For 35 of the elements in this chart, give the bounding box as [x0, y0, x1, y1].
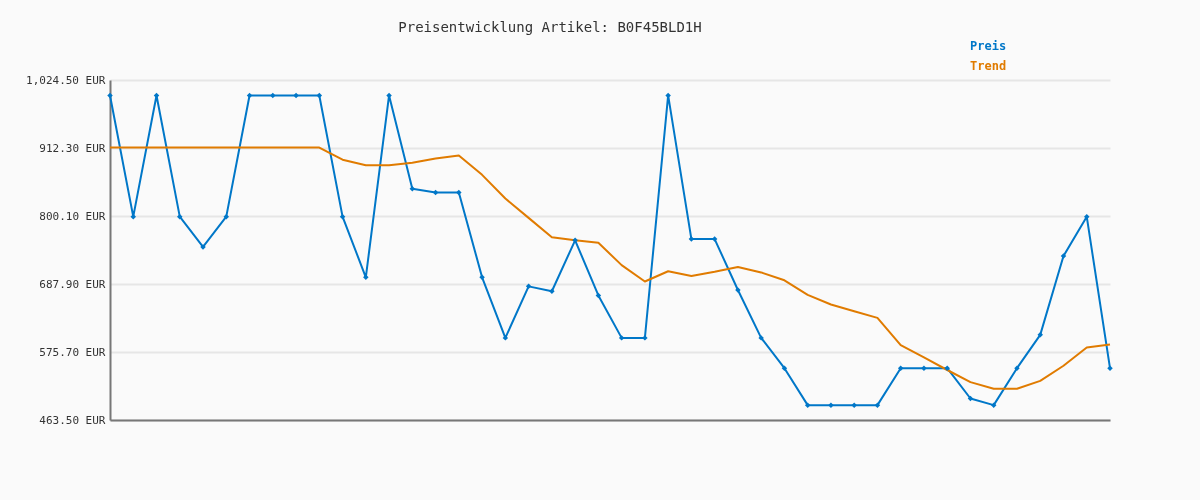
point: [1060, 253, 1067, 259]
point: [456, 189, 462, 196]
point: [549, 288, 555, 294]
point: [781, 365, 788, 371]
y-tick-label: 912.30 EUR: [39, 141, 106, 155]
text: Trend: [970, 59, 1007, 73]
point: [758, 335, 764, 341]
chart-title: Preisentwicklung Artikel: B0F45BLD1H: [398, 19, 702, 35]
y-tick-label: 687.90 EUR: [39, 277, 106, 291]
point: [990, 402, 997, 408]
line-series: [109, 146, 1111, 390]
y-tick-label: 463.50 EUR: [39, 413, 106, 427]
point: [1037, 332, 1043, 338]
point: [851, 402, 857, 408]
line-series: [107, 92, 1113, 408]
point: [944, 365, 950, 371]
point: [502, 335, 509, 341]
point: [270, 92, 276, 99]
point: [293, 92, 299, 99]
point: [177, 213, 183, 220]
text: Preis: [970, 39, 1007, 53]
point: [897, 365, 904, 371]
y-tick-label: 800.10 EUR: [39, 209, 106, 223]
point: [1084, 213, 1090, 220]
point: [479, 274, 485, 281]
point: [618, 335, 625, 341]
y-tick-label: 575.70 EUR: [39, 345, 106, 359]
point: [804, 402, 811, 408]
point: [107, 92, 113, 99]
point: [409, 186, 416, 192]
point: [665, 92, 671, 99]
point: [223, 213, 230, 220]
point: [363, 274, 369, 281]
point: [874, 402, 881, 408]
y-tick-label: 1,024.50 EUR: [26, 73, 106, 87]
